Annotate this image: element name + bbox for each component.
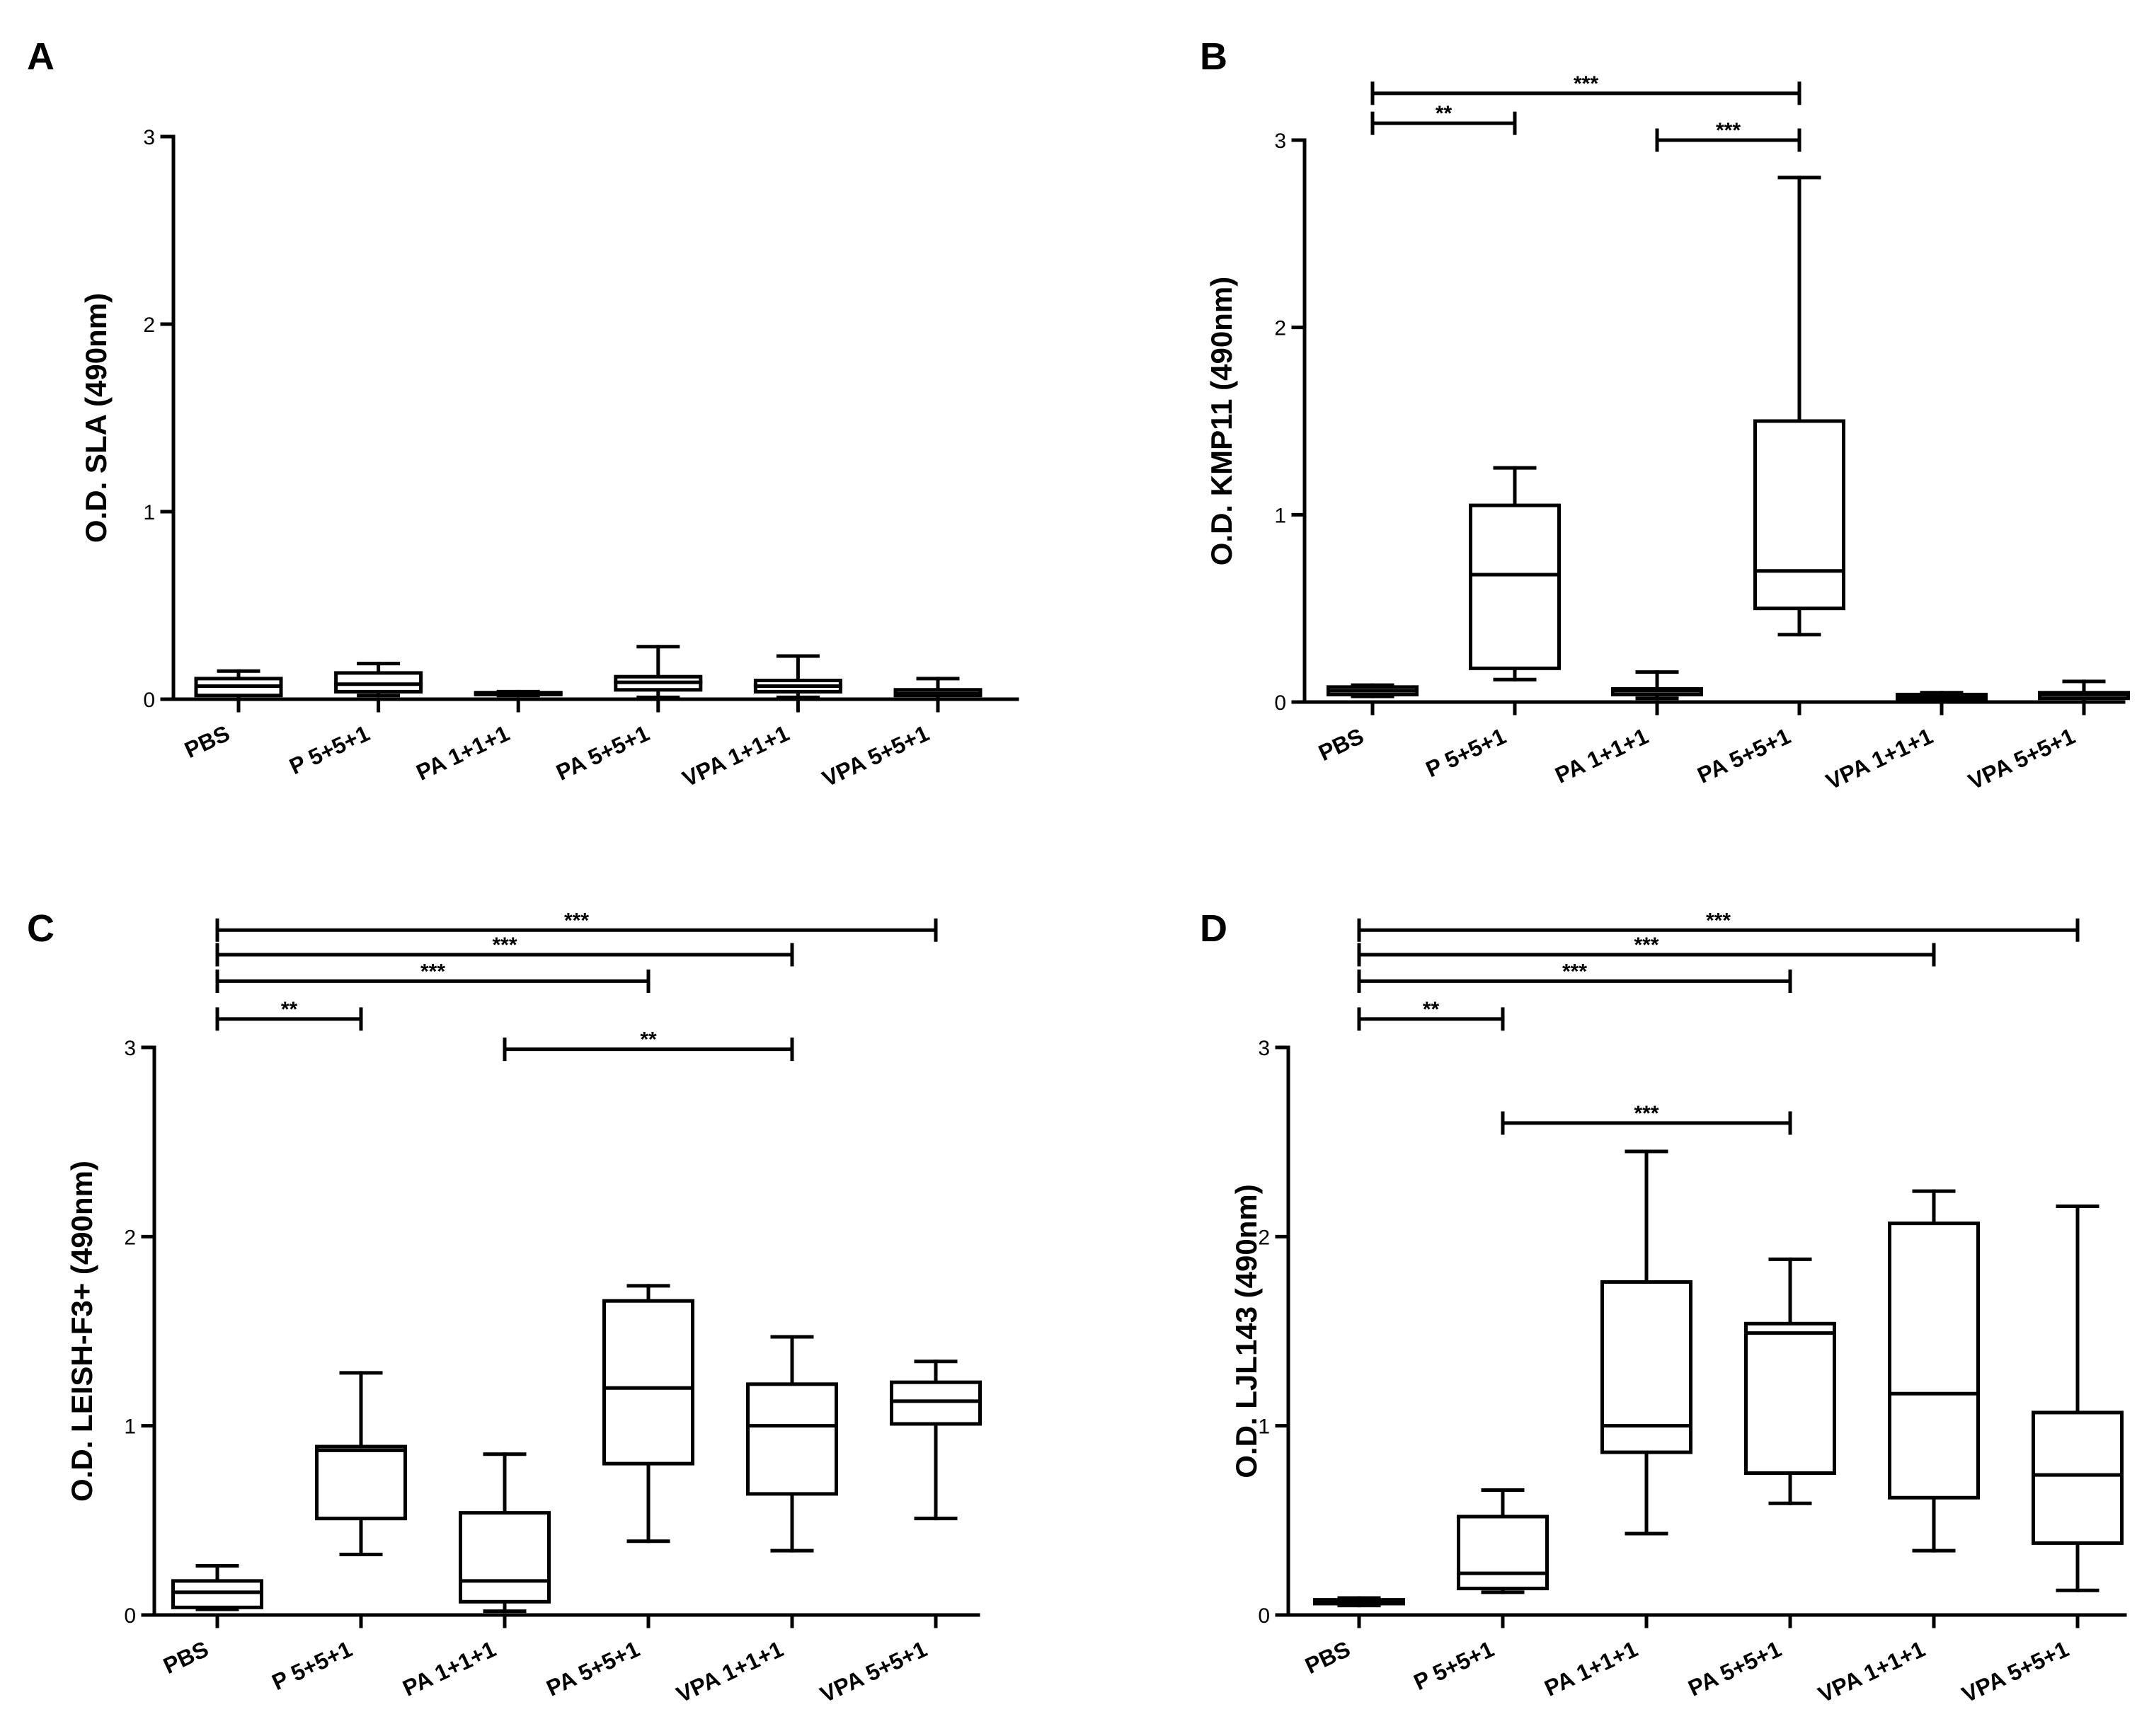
panel-letter: A [27,35,55,78]
y-tick-label: 2 [1258,1226,1270,1249]
significance-bracket: *** [1357,933,1936,967]
box-5 [753,654,842,699]
box-1 [1313,1596,1405,1608]
box-3 [1611,670,1703,701]
box-6 [2032,1205,2124,1592]
iqr-box [315,1444,407,1521]
iqr-box [1744,1321,1836,1475]
box-6 [893,677,983,701]
significance-stars: *** [1706,909,1731,932]
significance-stars: *** [1634,933,1659,957]
y-tick-label: 0 [1274,691,1286,715]
significance-bracket: *** [1357,960,1792,993]
box-1 [194,669,283,701]
box-3 [1600,1149,1692,1536]
y-tick-label: 2 [124,1226,136,1249]
box-3 [459,1452,551,1614]
panel-letter: D [1200,907,1227,950]
significance-bracket: *** [215,960,651,993]
iqr-box [1888,1221,1980,1500]
box-4 [1744,1257,1836,1505]
significance-stars: *** [1634,1102,1659,1125]
box-4 [602,1284,694,1544]
iqr-box [1600,1280,1692,1454]
iqr-box [459,1511,551,1604]
significance-stars: *** [1562,960,1587,983]
y-axis-label: O.D. SLA (490nm) [79,293,113,543]
box-2 [334,662,423,698]
y-tick-label: 3 [143,126,155,149]
iqr-box [1753,419,1845,611]
iqr-box [171,1579,263,1609]
significance-bracket: *** [1357,909,2080,942]
box-2 [315,1371,407,1556]
significance-bracket: ** [1370,102,1517,135]
y-axis-label: O.D. KMP11 (490nm) [1205,277,1238,565]
significance-bracket: *** [1370,72,1801,105]
significance-stars: ** [640,1028,657,1052]
iqr-box [1469,503,1561,670]
box-6 [2038,679,2130,704]
box-4 [1753,176,1845,637]
box-5 [1888,1189,1980,1553]
significance-bracket: *** [215,909,938,942]
significance-stars: *** [1574,72,1598,96]
significance-stars: *** [564,909,589,932]
panel-letter: C [27,907,55,950]
significance-bracket: *** [1655,119,1801,152]
box-6 [890,1360,982,1521]
significance-bracket: ** [1357,998,1505,1031]
significance-stars: *** [1716,119,1741,142]
box-1 [171,1563,263,1611]
significance-stars: ** [1423,998,1440,1021]
y-tick-label: 2 [1274,317,1286,340]
y-tick-label: 0 [124,1604,136,1628]
significance-stars: *** [492,933,517,957]
iqr-box [746,1382,838,1496]
y-tick-label: 3 [1258,1037,1270,1060]
significance-stars: ** [1436,102,1453,125]
iqr-box [2032,1410,2124,1545]
y-tick-label: 1 [1258,1415,1270,1439]
y-tick-label: 3 [1274,130,1286,153]
significance-bracket: ** [503,1028,794,1062]
significance-stars: ** [281,998,298,1021]
iqr-box [1457,1514,1549,1591]
box-1 [1327,683,1419,699]
significance-stars: *** [420,960,445,983]
y-tick-label: 1 [143,501,155,524]
y-tick-label: 1 [124,1415,136,1439]
y-tick-label: 2 [143,314,155,337]
box-4 [614,645,703,699]
significance-bracket: *** [1501,1102,1792,1135]
significance-bracket: ** [215,998,363,1031]
box-2 [1457,1488,1549,1594]
iqr-box [602,1299,694,1466]
panel-letter: B [1200,35,1227,78]
iqr-box [334,671,423,694]
box-5 [746,1335,838,1553]
box-3 [474,689,563,698]
y-axis-label: O.D. LJL143 (490nm) [1230,1184,1263,1478]
y-tick-label: 0 [1258,1604,1270,1628]
y-tick-label: 0 [143,689,155,712]
y-tick-label: 3 [124,1037,136,1060]
significance-bracket: *** [215,933,794,967]
box-2 [1469,466,1561,682]
y-axis-label: O.D. LEISH-F3+ (490nm) [65,1161,98,1502]
iqr-box [890,1380,982,1426]
y-tick-label: 1 [1274,504,1286,527]
box-5 [1896,691,1988,702]
